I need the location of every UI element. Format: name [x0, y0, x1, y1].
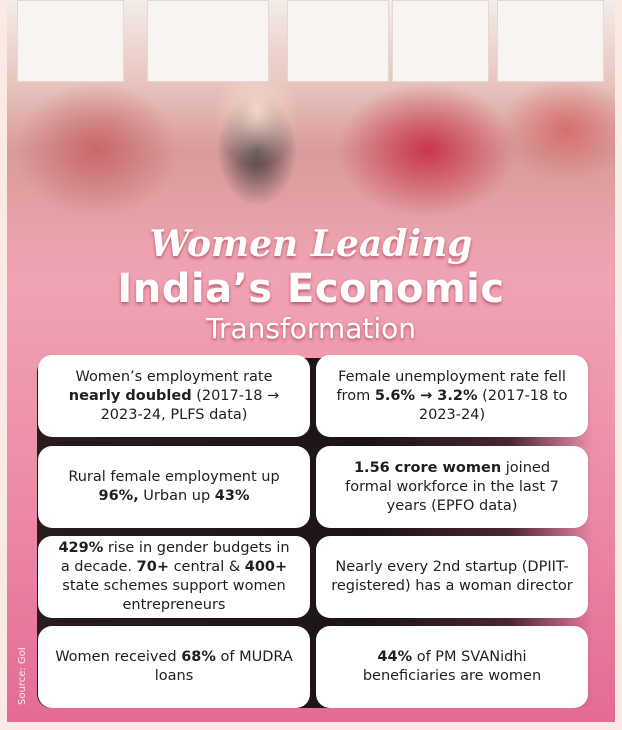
stat-card-text: 429% rise in gender budgets in a decade.…: [52, 539, 296, 615]
stat-text: (2017-18 to 2023-24): [418, 387, 568, 423]
stat-highlight: nearly doubled: [68, 387, 192, 404]
stat-text: rise in gender budgets in a decade.: [60, 540, 290, 575]
stat-text: Women’s employment rate: [75, 368, 273, 385]
stat-card: 429% rise in gender budgets in a decade.…: [38, 536, 310, 618]
title-line-3: Transformation: [205, 312, 417, 345]
stat-text: Urban up: [138, 488, 215, 504]
stat-card: Women received 68% of MUDRA loans: [38, 626, 310, 708]
banner-sign: [287, 0, 389, 82]
banner-sign: [497, 0, 604, 82]
stat-card-text: 44% of PM SVANidhi beneficiaries are wom…: [330, 648, 574, 686]
stat-highlight: 43%: [214, 488, 250, 504]
stat-card: Nearly every 2nd startup (DPIIT-register…: [316, 536, 588, 618]
stat-card: Female unemployment rate fell from 5.6% …: [316, 355, 588, 437]
stat-highlight: 429%: [58, 540, 104, 556]
stat-highlight: 400+: [244, 559, 288, 575]
infographic: Women Leading India’s Economic Transform…: [7, 0, 615, 722]
stat-card-text: Women received 68% of MUDRA loans: [52, 648, 296, 686]
stat-text: Female unemployment rate fell from: [336, 368, 566, 404]
stat-text: of MUDRA loans: [154, 649, 293, 684]
stat-card-text: Rural female employment up 96%, Urban up…: [52, 468, 296, 506]
stat-card: 1.56 crore women joined formal workforce…: [316, 446, 588, 528]
headline: Women Leading India’s Economic Transform…: [7, 222, 615, 346]
stat-card: Women’s employment rate nearly doubled (…: [38, 355, 310, 437]
stat-text: Nearly every 2nd startup (DPIIT-register…: [331, 559, 573, 594]
stat-highlight: 1.56 crore women: [353, 459, 502, 476]
stat-card-text: 1.56 crore women joined formal workforce…: [330, 459, 574, 516]
stat-card-text: Female unemployment rate fell from 5.6% …: [330, 368, 574, 425]
stat-text: of PM SVANidhi beneficiaries are women: [362, 649, 542, 684]
stat-text: central &: [168, 559, 245, 575]
hero-photo: [7, 0, 615, 250]
stat-card-text: Nearly every 2nd startup (DPIIT-register…: [330, 558, 574, 596]
stat-text: Women received: [55, 649, 182, 665]
stat-highlight: 68%: [181, 649, 216, 665]
stat-text: Rural female employment up: [68, 469, 280, 485]
stat-card: 44% of PM SVANidhi beneficiaries are wom…: [316, 626, 588, 708]
stat-highlight: 70+: [136, 559, 169, 575]
stat-highlight: 5.6% → 3.2%: [374, 387, 478, 404]
banner-sign: [392, 0, 489, 82]
banner-sign: [147, 0, 269, 82]
banner-sign: [17, 0, 124, 82]
title-line-1: Women Leading: [149, 223, 473, 265]
stat-card-text: Women’s employment rate nearly doubled (…: [52, 368, 296, 425]
source-note: Source: GoI: [17, 647, 28, 705]
stat-text: state schemes support women entrepreneur…: [62, 578, 286, 613]
stat-text: (2017-18 → 2023-24, PLFS data): [100, 387, 280, 423]
stat-highlight: 44%: [377, 649, 413, 665]
title-line-2: India’s Economic: [117, 266, 505, 312]
stat-card: Rural female employment up 96%, Urban up…: [38, 446, 310, 528]
stat-highlight: 96%,: [98, 488, 139, 504]
stat-text: joined formal workforce in the last 7 ye…: [345, 459, 559, 514]
